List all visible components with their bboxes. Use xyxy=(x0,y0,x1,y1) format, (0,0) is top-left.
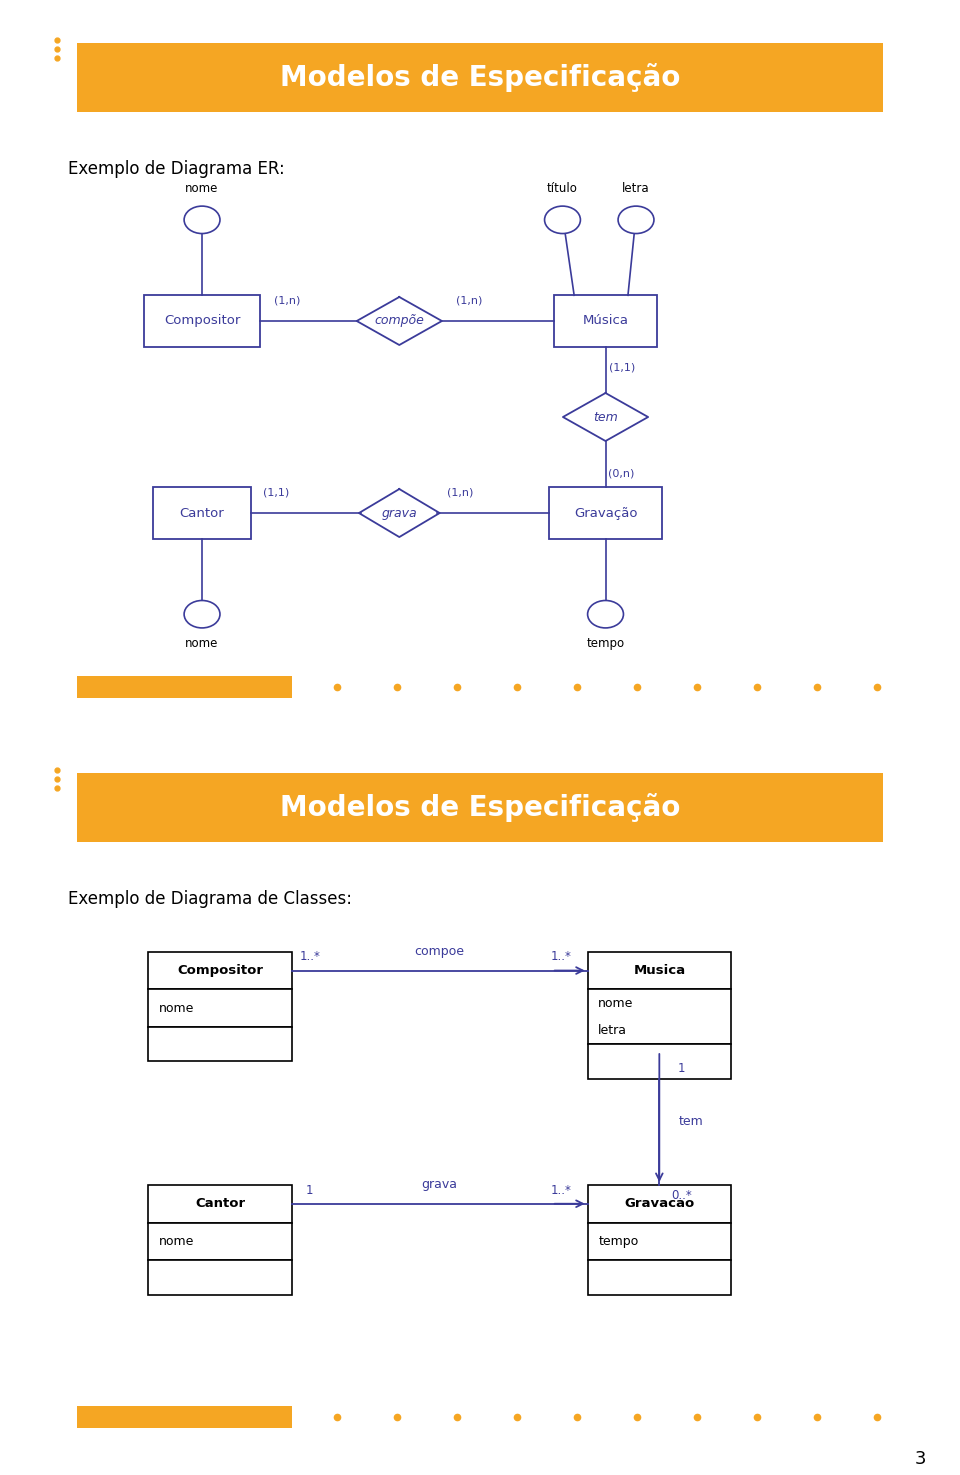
Text: Exemplo de Diagrama de Classes:: Exemplo de Diagrama de Classes: xyxy=(67,889,351,909)
Text: (1,1): (1,1) xyxy=(609,363,635,372)
FancyBboxPatch shape xyxy=(588,990,732,1044)
Text: tem: tem xyxy=(593,410,618,423)
Text: 1: 1 xyxy=(306,1183,313,1196)
FancyBboxPatch shape xyxy=(148,1184,292,1223)
Text: Exemplo de Diagrama ER:: Exemplo de Diagrama ER: xyxy=(67,159,284,178)
Text: letra: letra xyxy=(622,183,650,196)
Text: Modelos de Especificação: Modelos de Especificação xyxy=(279,794,681,822)
FancyBboxPatch shape xyxy=(77,43,883,112)
Text: Modelos de Especificação: Modelos de Especificação xyxy=(279,63,681,91)
FancyBboxPatch shape xyxy=(148,990,292,1027)
FancyBboxPatch shape xyxy=(148,1027,292,1062)
Text: título: título xyxy=(547,183,578,196)
Circle shape xyxy=(184,600,220,628)
Text: grava: grava xyxy=(421,1179,458,1190)
Text: nome: nome xyxy=(185,637,219,649)
FancyBboxPatch shape xyxy=(144,295,260,347)
FancyBboxPatch shape xyxy=(588,1044,732,1078)
Text: Cantor: Cantor xyxy=(195,1198,245,1210)
Text: (1,n): (1,n) xyxy=(274,295,300,305)
FancyBboxPatch shape xyxy=(588,1260,732,1295)
Text: 3: 3 xyxy=(915,1450,926,1468)
Text: 1..*: 1..* xyxy=(300,950,320,963)
Circle shape xyxy=(184,207,220,233)
FancyBboxPatch shape xyxy=(148,1260,292,1295)
Circle shape xyxy=(588,600,623,628)
Polygon shape xyxy=(357,296,442,345)
Text: 0..*: 0..* xyxy=(671,1189,692,1202)
Text: Gravação: Gravação xyxy=(574,506,637,519)
Text: tempo: tempo xyxy=(587,637,625,649)
Text: tempo: tempo xyxy=(598,1235,638,1248)
FancyBboxPatch shape xyxy=(148,1223,292,1260)
Text: Compositor: Compositor xyxy=(177,965,263,976)
Text: Musica: Musica xyxy=(634,965,685,976)
FancyBboxPatch shape xyxy=(588,1223,732,1260)
Circle shape xyxy=(544,207,581,233)
Text: (1,n): (1,n) xyxy=(446,487,473,497)
Text: nome: nome xyxy=(159,1002,194,1015)
FancyBboxPatch shape xyxy=(77,1406,292,1428)
Text: (0,n): (0,n) xyxy=(609,469,635,478)
Text: nome: nome xyxy=(185,183,219,196)
FancyBboxPatch shape xyxy=(77,773,883,842)
Text: 1..*: 1..* xyxy=(550,1183,571,1196)
Text: (1,1): (1,1) xyxy=(263,487,290,497)
Circle shape xyxy=(618,207,654,233)
Text: 1..*: 1..* xyxy=(550,950,571,963)
Text: letra: letra xyxy=(598,1024,627,1037)
FancyBboxPatch shape xyxy=(77,676,292,698)
Text: (1,n): (1,n) xyxy=(456,295,482,305)
Text: tem: tem xyxy=(679,1115,703,1128)
FancyBboxPatch shape xyxy=(153,487,252,538)
Text: Gravacao: Gravacao xyxy=(624,1198,694,1210)
Text: compõe: compõe xyxy=(374,314,424,327)
Text: Cantor: Cantor xyxy=(180,506,225,519)
FancyBboxPatch shape xyxy=(554,295,657,347)
FancyBboxPatch shape xyxy=(549,487,661,538)
FancyBboxPatch shape xyxy=(588,951,732,990)
Text: nome: nome xyxy=(598,997,634,1009)
Text: 1: 1 xyxy=(678,1062,685,1075)
FancyBboxPatch shape xyxy=(588,1184,732,1223)
Polygon shape xyxy=(359,490,440,537)
FancyBboxPatch shape xyxy=(148,951,292,990)
Text: grava: grava xyxy=(381,506,417,519)
Text: Música: Música xyxy=(583,314,629,327)
Polygon shape xyxy=(563,392,648,441)
Text: Compositor: Compositor xyxy=(164,314,240,327)
Text: nome: nome xyxy=(159,1235,194,1248)
Text: compoe: compoe xyxy=(415,945,465,957)
